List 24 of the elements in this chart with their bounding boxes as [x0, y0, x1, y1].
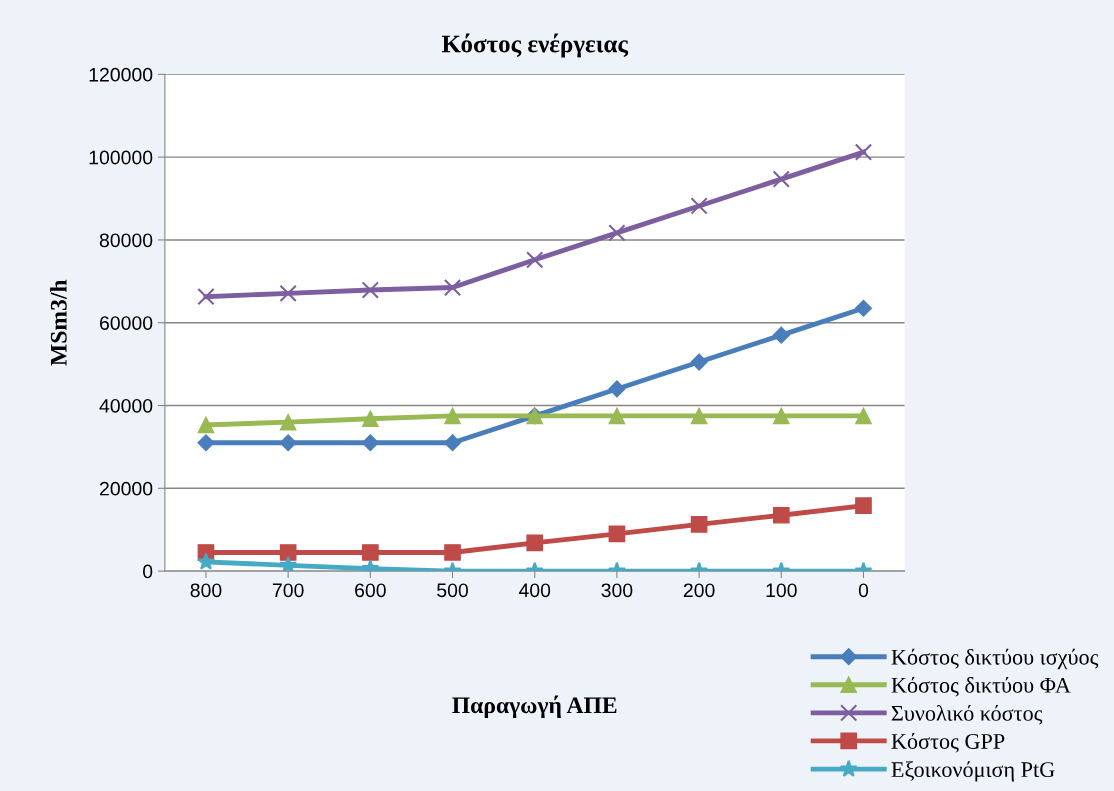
y-tick-label: 20000: [99, 481, 153, 496]
x-tick-label: 200: [683, 583, 715, 598]
legend-label: Κόστος GPP: [891, 733, 1005, 753]
legend-label: Κόστος δικτύου ισχύος: [891, 648, 1099, 670]
legend-label: Συνολικό κόστος: [891, 704, 1043, 725]
x-axis-title: Παραγωγή ΑΠΕ: [452, 695, 617, 719]
legend-label: Κόστος δικτύου ΦΑ: [891, 676, 1071, 697]
x-tick-label: 0: [858, 583, 869, 598]
x-tick-label: 800: [190, 583, 222, 598]
y-tick-label: 100000: [89, 150, 153, 165]
x-tick-label: 500: [437, 583, 468, 598]
x-tick-label: 600: [355, 583, 386, 598]
y-tick-label: 40000: [99, 398, 153, 413]
x-tick-label: 300: [601, 583, 633, 598]
chart-title: Κόστος ενέργειας: [441, 33, 629, 58]
x-tick-label: 400: [518, 583, 551, 598]
y-axis-title: MSm3/h: [50, 279, 67, 366]
y-tick-label: 80000: [99, 233, 153, 248]
y-tick-label: 60000: [99, 316, 153, 330]
x-tick-label: 700: [272, 583, 304, 598]
y-tick-label: 0: [143, 564, 153, 579]
x-tick-label: 100: [766, 583, 797, 598]
legend-label: Εξοικονόμιση PtG: [891, 761, 1055, 782]
y-tick-label: 120000: [89, 67, 153, 82]
